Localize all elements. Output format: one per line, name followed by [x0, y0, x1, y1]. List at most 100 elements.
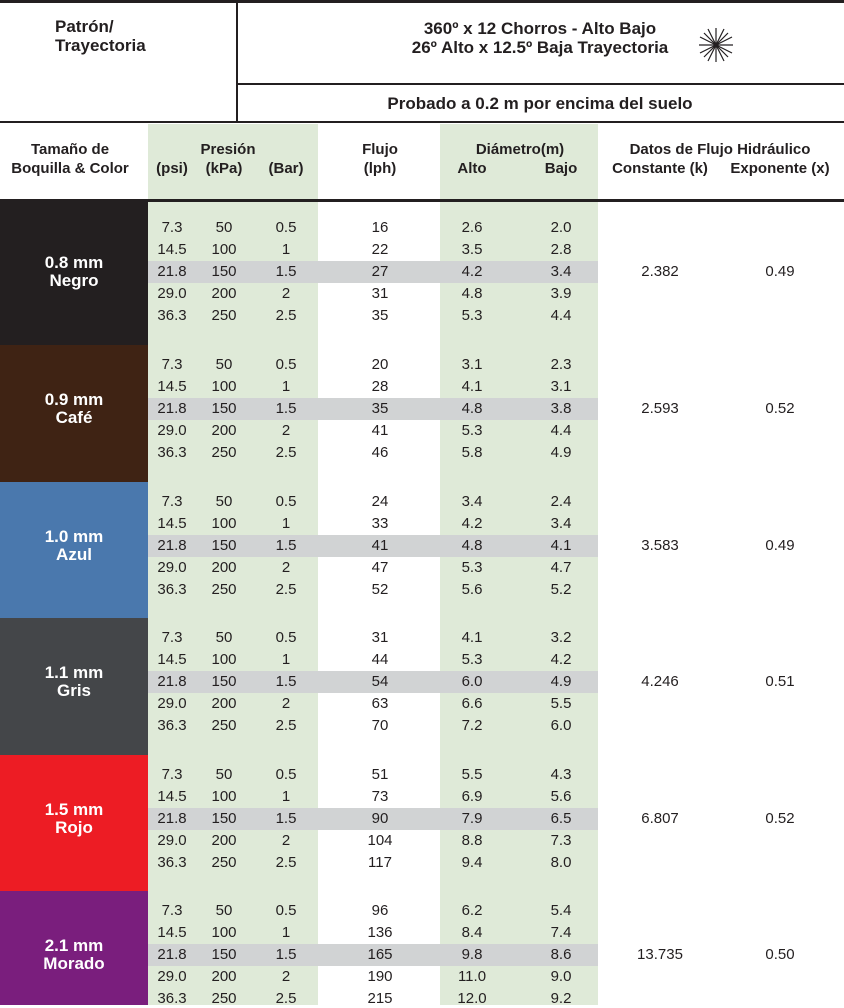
- color-block: [0, 618, 148, 755]
- title: 360º x 12 Chorros - Alto Bajo: [423, 19, 657, 38]
- cell: 29.0: [157, 558, 187, 576]
- column-header: Presión: [200, 141, 256, 158]
- cell: 4.4: [550, 422, 572, 439]
- constant-k: 2.593: [641, 400, 679, 417]
- cell: 50: [215, 765, 233, 783]
- cell: 31: [371, 285, 389, 302]
- cell: 8.8: [461, 831, 483, 849]
- cell: 9.4: [461, 853, 483, 871]
- cell: 8.0: [550, 853, 572, 871]
- column-header: Boquilla & Color: [11, 160, 129, 177]
- highlight-row: [148, 261, 598, 283]
- cell: 1.5: [275, 809, 297, 827]
- cell: 4.1: [461, 629, 483, 646]
- cell: 4.2: [461, 514, 483, 532]
- cell: 2: [281, 422, 291, 439]
- column-header: Diámetro(m): [475, 141, 565, 158]
- nozzle-color: Gris: [56, 681, 92, 700]
- exponent-x: 0.52: [765, 809, 795, 827]
- column-header: Constante (k): [612, 160, 708, 177]
- cell: 0.5: [275, 492, 297, 510]
- cell: 21.8: [157, 673, 187, 690]
- cell: 7.2: [461, 717, 483, 734]
- color-block: [0, 891, 148, 1005]
- cell: 21.8: [157, 946, 187, 963]
- cell: 4.3: [550, 765, 572, 783]
- cell: 52: [371, 580, 389, 598]
- cell: 50: [215, 219, 233, 236]
- cell: 4.9: [550, 444, 572, 461]
- cell: 4.2: [461, 263, 483, 280]
- cell: 3.4: [550, 263, 572, 280]
- cell: 165: [367, 946, 393, 963]
- cell: 1.5: [275, 673, 297, 690]
- column-header: (psi): [156, 160, 188, 177]
- column-header: (kPa): [205, 160, 243, 177]
- cell: 2: [281, 831, 291, 849]
- constant-k: 6.807: [641, 809, 679, 827]
- constant-k: 2.382: [641, 263, 679, 280]
- cell: 14.5: [157, 924, 187, 941]
- cell: 22: [371, 241, 389, 258]
- cell: 36.3: [157, 717, 187, 734]
- cell: 3.2: [550, 629, 572, 646]
- nozzle-size: 0.9 mm: [44, 390, 104, 409]
- cell: 9.2: [550, 990, 572, 1007]
- cell: 5.6: [550, 787, 572, 805]
- cell: 4.1: [461, 378, 483, 395]
- cell: 1.5: [275, 536, 297, 554]
- cell: 12.0: [457, 990, 487, 1007]
- cell: 5.2: [550, 580, 572, 598]
- cell: 5.5: [550, 695, 572, 712]
- cell: 31: [371, 629, 389, 646]
- cell: 4.8: [461, 400, 483, 417]
- cell: 250: [211, 444, 237, 461]
- cell: 100: [211, 651, 237, 668]
- cell: 7.3: [161, 629, 183, 646]
- cell: 0.5: [275, 765, 297, 783]
- cell: 250: [211, 717, 237, 734]
- exponent-x: 0.52: [765, 400, 795, 417]
- cell: 29.0: [157, 285, 187, 302]
- cell: 6.2: [461, 902, 483, 919]
- cell: 36.3: [157, 990, 187, 1007]
- pattern-label: Trayectoria: [55, 36, 146, 55]
- constant-k: 4.246: [641, 673, 679, 690]
- cell: 0.5: [275, 629, 297, 646]
- cell: 73: [371, 787, 389, 805]
- cell: 36.3: [157, 444, 187, 461]
- cell: 2.5: [275, 580, 297, 598]
- cell: 2.6: [461, 219, 483, 236]
- column-rule: [0, 199, 844, 202]
- constant-k: 13.735: [637, 946, 683, 963]
- column-header: Alto: [457, 160, 487, 177]
- cell: 28: [371, 378, 389, 395]
- cell: 150: [211, 536, 237, 554]
- cell: 35: [371, 400, 389, 417]
- highlight-row: [148, 398, 598, 420]
- exponent-x: 0.51: [765, 673, 795, 690]
- cell: 4.2: [550, 651, 572, 668]
- cell: 5.4: [550, 902, 572, 919]
- cell: 5.3: [461, 651, 483, 668]
- cell: 4.8: [461, 285, 483, 302]
- cell: 136: [367, 924, 393, 941]
- cell: 3.1: [550, 378, 572, 395]
- cell: 6.5: [550, 809, 572, 827]
- exponent-x: 0.49: [765, 263, 795, 280]
- exponent-x: 0.49: [765, 536, 795, 554]
- cell: 63: [371, 695, 389, 712]
- cell: 1: [281, 378, 291, 395]
- cell: 36.3: [157, 580, 187, 598]
- cell: 200: [211, 831, 237, 849]
- cell: 2: [281, 558, 291, 576]
- highlight-row: [148, 807, 598, 830]
- cell: 14.5: [157, 378, 187, 395]
- cell: 2: [281, 695, 291, 712]
- cell: 1: [281, 241, 291, 258]
- nozzle-size: 0.8 mm: [44, 253, 104, 272]
- cell: 1: [281, 787, 291, 805]
- nozzle-color: Azul: [56, 544, 92, 564]
